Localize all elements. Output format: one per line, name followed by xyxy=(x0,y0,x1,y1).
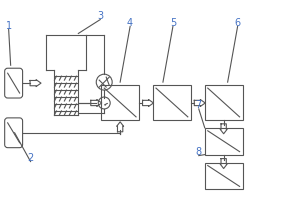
Bar xyxy=(101,85,139,120)
Text: 8: 8 xyxy=(196,147,202,157)
Bar xyxy=(205,85,243,120)
Text: 4: 4 xyxy=(127,18,133,28)
Text: 3: 3 xyxy=(97,11,103,21)
Bar xyxy=(205,128,243,155)
Text: 2: 2 xyxy=(27,153,34,163)
Bar xyxy=(153,85,191,120)
Text: 6: 6 xyxy=(235,18,241,28)
FancyArrowPatch shape xyxy=(105,103,107,105)
Text: 1: 1 xyxy=(6,21,12,31)
Text: 5: 5 xyxy=(170,18,176,28)
Bar xyxy=(205,163,243,189)
Text: 7: 7 xyxy=(196,100,202,110)
